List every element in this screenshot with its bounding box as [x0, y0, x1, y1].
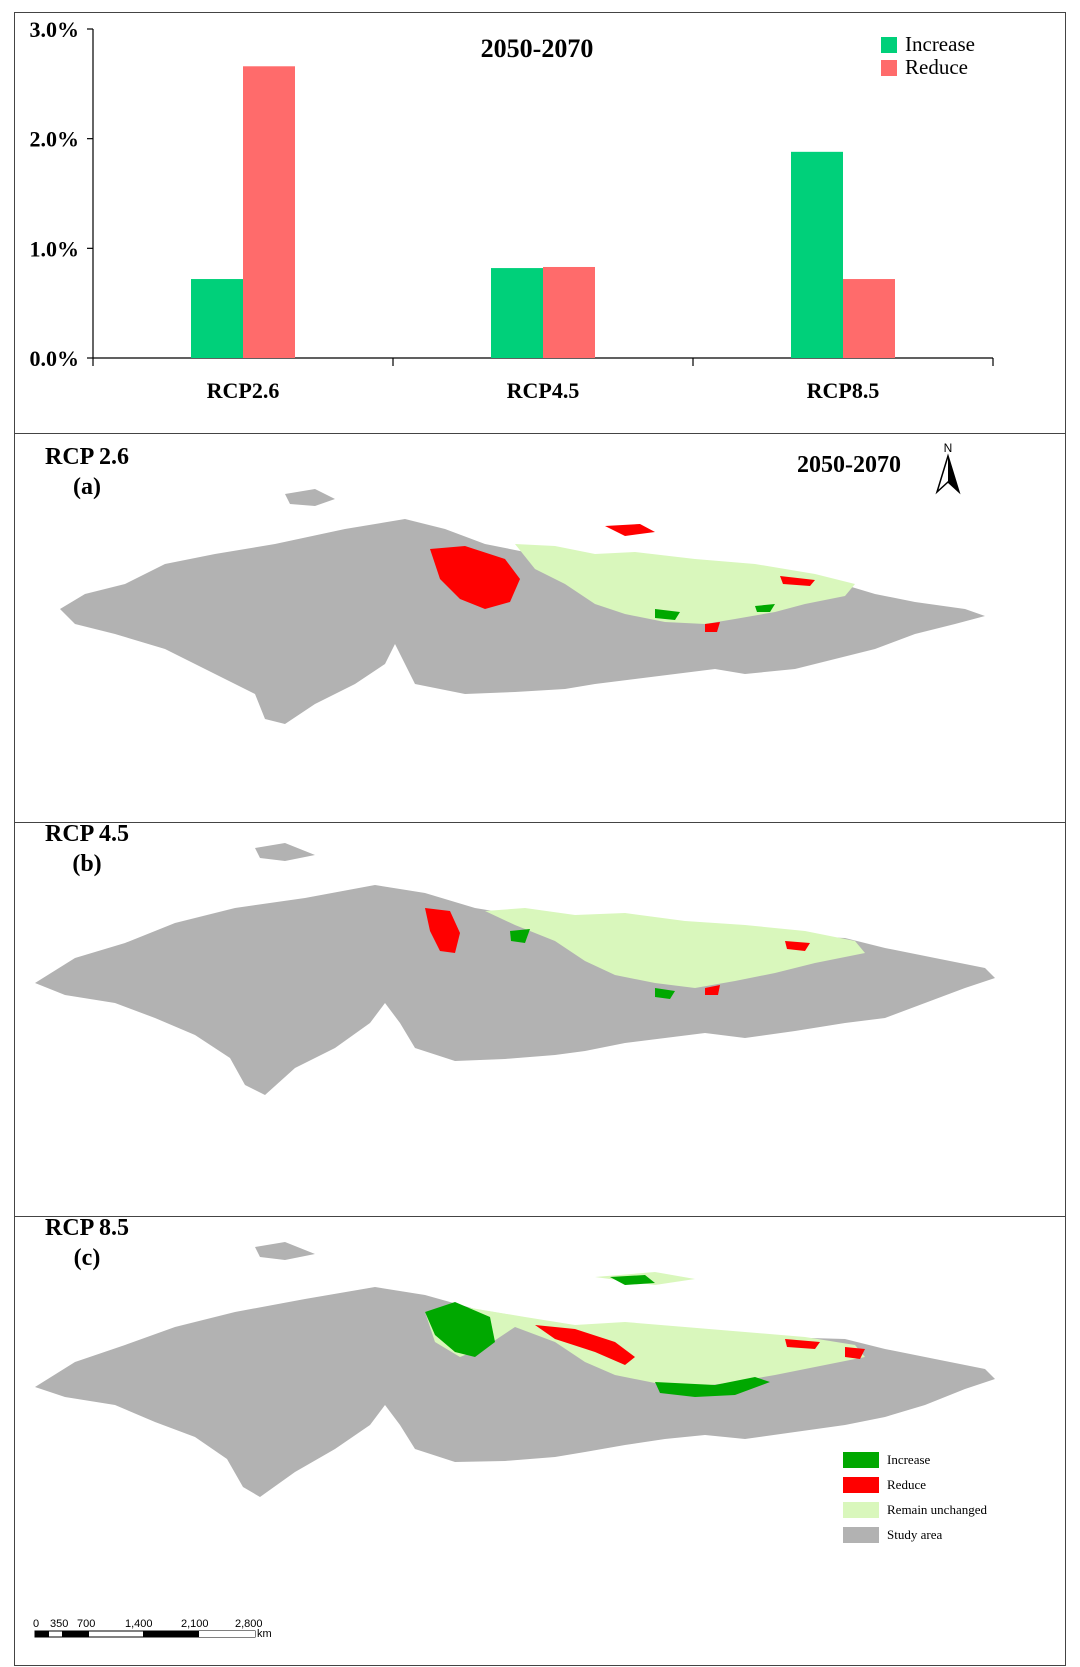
bar-increase-rcp8.5	[791, 151, 843, 358]
panel-a-period: 2050-2070	[797, 452, 901, 478]
scale-bar: 0 350 700 1,400 2,100 2,800 km	[33, 1617, 283, 1656]
scale-tick: 700	[77, 1618, 95, 1630]
map-legend-item-unchanged: Remain unchanged	[843, 1497, 987, 1522]
map-legend-item-increase: Increase	[843, 1447, 987, 1472]
scale-tick: 1,400	[125, 1618, 153, 1630]
y-tick-label: 3.0%	[30, 17, 80, 42]
legend-label-increase: Increase	[905, 32, 975, 56]
legend-swatch-reduce	[881, 60, 897, 76]
bar-increase-rcp2.6	[191, 279, 243, 358]
map-rcp26	[60, 489, 985, 724]
legend-swatch-increase	[881, 37, 897, 53]
x-tick-label: RCP2.6	[207, 378, 280, 403]
map-legend-item-study-area: Study area	[843, 1522, 987, 1547]
increase	[655, 604, 775, 620]
reduce	[425, 908, 810, 995]
bar-increase-rcp4.5	[491, 268, 543, 358]
bar-chart-frame: 0.0% 1.0% 2.0% 3.0% RCP2.6 RCP4.5 RCP8.5 2050-2…	[14, 12, 1066, 434]
map-legend: Increase Reduce Remain unchanged Study a…	[843, 1447, 987, 1547]
scale-tick: 2,100	[181, 1618, 209, 1630]
scale-tick: 2,800	[235, 1618, 263, 1630]
map-rcp45	[35, 843, 995, 1095]
remain-unchanged	[485, 908, 865, 988]
study-area	[35, 843, 995, 1095]
legend-label-reduce: Reduce	[905, 55, 968, 79]
map-panel-rcp26: RCP 2.6 (a) 2050-2070 N	[14, 433, 1066, 823]
map-rcp85	[35, 1242, 995, 1497]
scale-tick: 350	[50, 1618, 68, 1630]
panel-a-label: RCP 2.6 (a)	[45, 444, 129, 500]
panel-c-label: RCP 8.5 (c)	[45, 1215, 129, 1271]
scale-tick: 0	[33, 1618, 39, 1630]
increase	[425, 1275, 770, 1397]
map-panel-rcp85: RCP 8.5 (c) Increase Reduce Remain uncha…	[14, 1215, 1066, 1666]
y-tick-label: 1.0%	[30, 236, 80, 261]
x-tick-label: RCP8.5	[807, 378, 880, 403]
map-panel-rcp45: RCP 4.5 (b)	[14, 821, 1066, 1217]
y-tick-label: 2.0%	[30, 127, 80, 152]
reduce	[430, 524, 815, 632]
increase	[510, 929, 675, 999]
remain-unchanged	[515, 544, 855, 624]
panel-b-label: RCP 4.5 (b)	[45, 821, 129, 877]
bar-reduce-rcp4.5	[543, 266, 595, 358]
x-tick-label: RCP4.5	[507, 378, 580, 403]
chart-title: 2050-2070	[481, 34, 594, 63]
reduce	[535, 1325, 865, 1365]
north-label: N	[944, 441, 953, 455]
bar-reduce-rcp8.5	[843, 279, 895, 358]
north-arrow-icon: N	[935, 441, 961, 495]
bar-reduce-rcp2.6	[243, 66, 295, 358]
bar-chart: 0.0% 1.0% 2.0% 3.0% RCP2.6 RCP4.5 RCP8.5 2050-2…	[30, 17, 994, 403]
y-tick-label: 0.0%	[30, 346, 80, 371]
map-legend-item-reduce: Reduce	[843, 1472, 987, 1497]
scale-unit: km	[257, 1628, 272, 1640]
study-area	[60, 489, 985, 724]
